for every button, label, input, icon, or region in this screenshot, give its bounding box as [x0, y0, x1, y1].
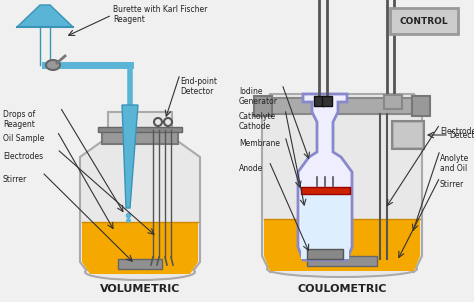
Bar [307, 256, 377, 266]
Bar [314, 96, 324, 106]
Bar [0, 0, 237, 302]
Text: Detector: Detector [449, 130, 474, 140]
Text: Membrane: Membrane [239, 139, 280, 148]
Bar [384, 95, 402, 109]
Polygon shape [301, 194, 349, 259]
Text: CONTROL: CONTROL [400, 17, 448, 25]
Ellipse shape [46, 60, 60, 70]
Bar [307, 249, 343, 259]
Text: End-point
Detector: End-point Detector [180, 77, 217, 96]
Polygon shape [262, 94, 422, 272]
Polygon shape [17, 5, 73, 27]
Ellipse shape [85, 264, 195, 280]
Polygon shape [122, 105, 138, 208]
Text: Anolyte
and Oil: Anolyte and Oil [440, 154, 469, 173]
Text: VOLUMETRIC: VOLUMETRIC [100, 284, 180, 294]
Text: Anode: Anode [239, 164, 263, 173]
Bar [394, 123, 422, 147]
Text: Stirrer: Stirrer [440, 180, 464, 189]
Polygon shape [80, 112, 200, 275]
Text: COULOMETRIC: COULOMETRIC [297, 284, 387, 294]
Bar [322, 96, 332, 106]
Bar [301, 187, 350, 194]
Text: Oil Sample: Oil Sample [3, 134, 45, 143]
Bar [102, 130, 178, 144]
Bar [98, 127, 182, 132]
Text: Catholyte
Cathode: Catholyte Cathode [239, 112, 276, 131]
Polygon shape [298, 94, 352, 260]
Bar [254, 96, 272, 116]
Text: Stirrer: Stirrer [3, 175, 27, 184]
Bar [259, 98, 425, 114]
Text: Iodine
Generator: Iodine Generator [239, 87, 278, 106]
Bar [412, 96, 430, 116]
Bar [118, 259, 162, 269]
Polygon shape [264, 219, 420, 271]
Text: Burette with Karl Fischer
Reagent: Burette with Karl Fischer Reagent [113, 5, 207, 24]
Polygon shape [82, 222, 198, 274]
Text: Electrodes: Electrodes [440, 127, 474, 136]
Bar [390, 8, 458, 34]
Ellipse shape [267, 261, 417, 277]
Bar [237, 0, 474, 302]
Text: Drops of
Reagent: Drops of Reagent [3, 110, 35, 129]
Bar [392, 121, 424, 149]
Text: Electrodes: Electrodes [3, 152, 43, 161]
